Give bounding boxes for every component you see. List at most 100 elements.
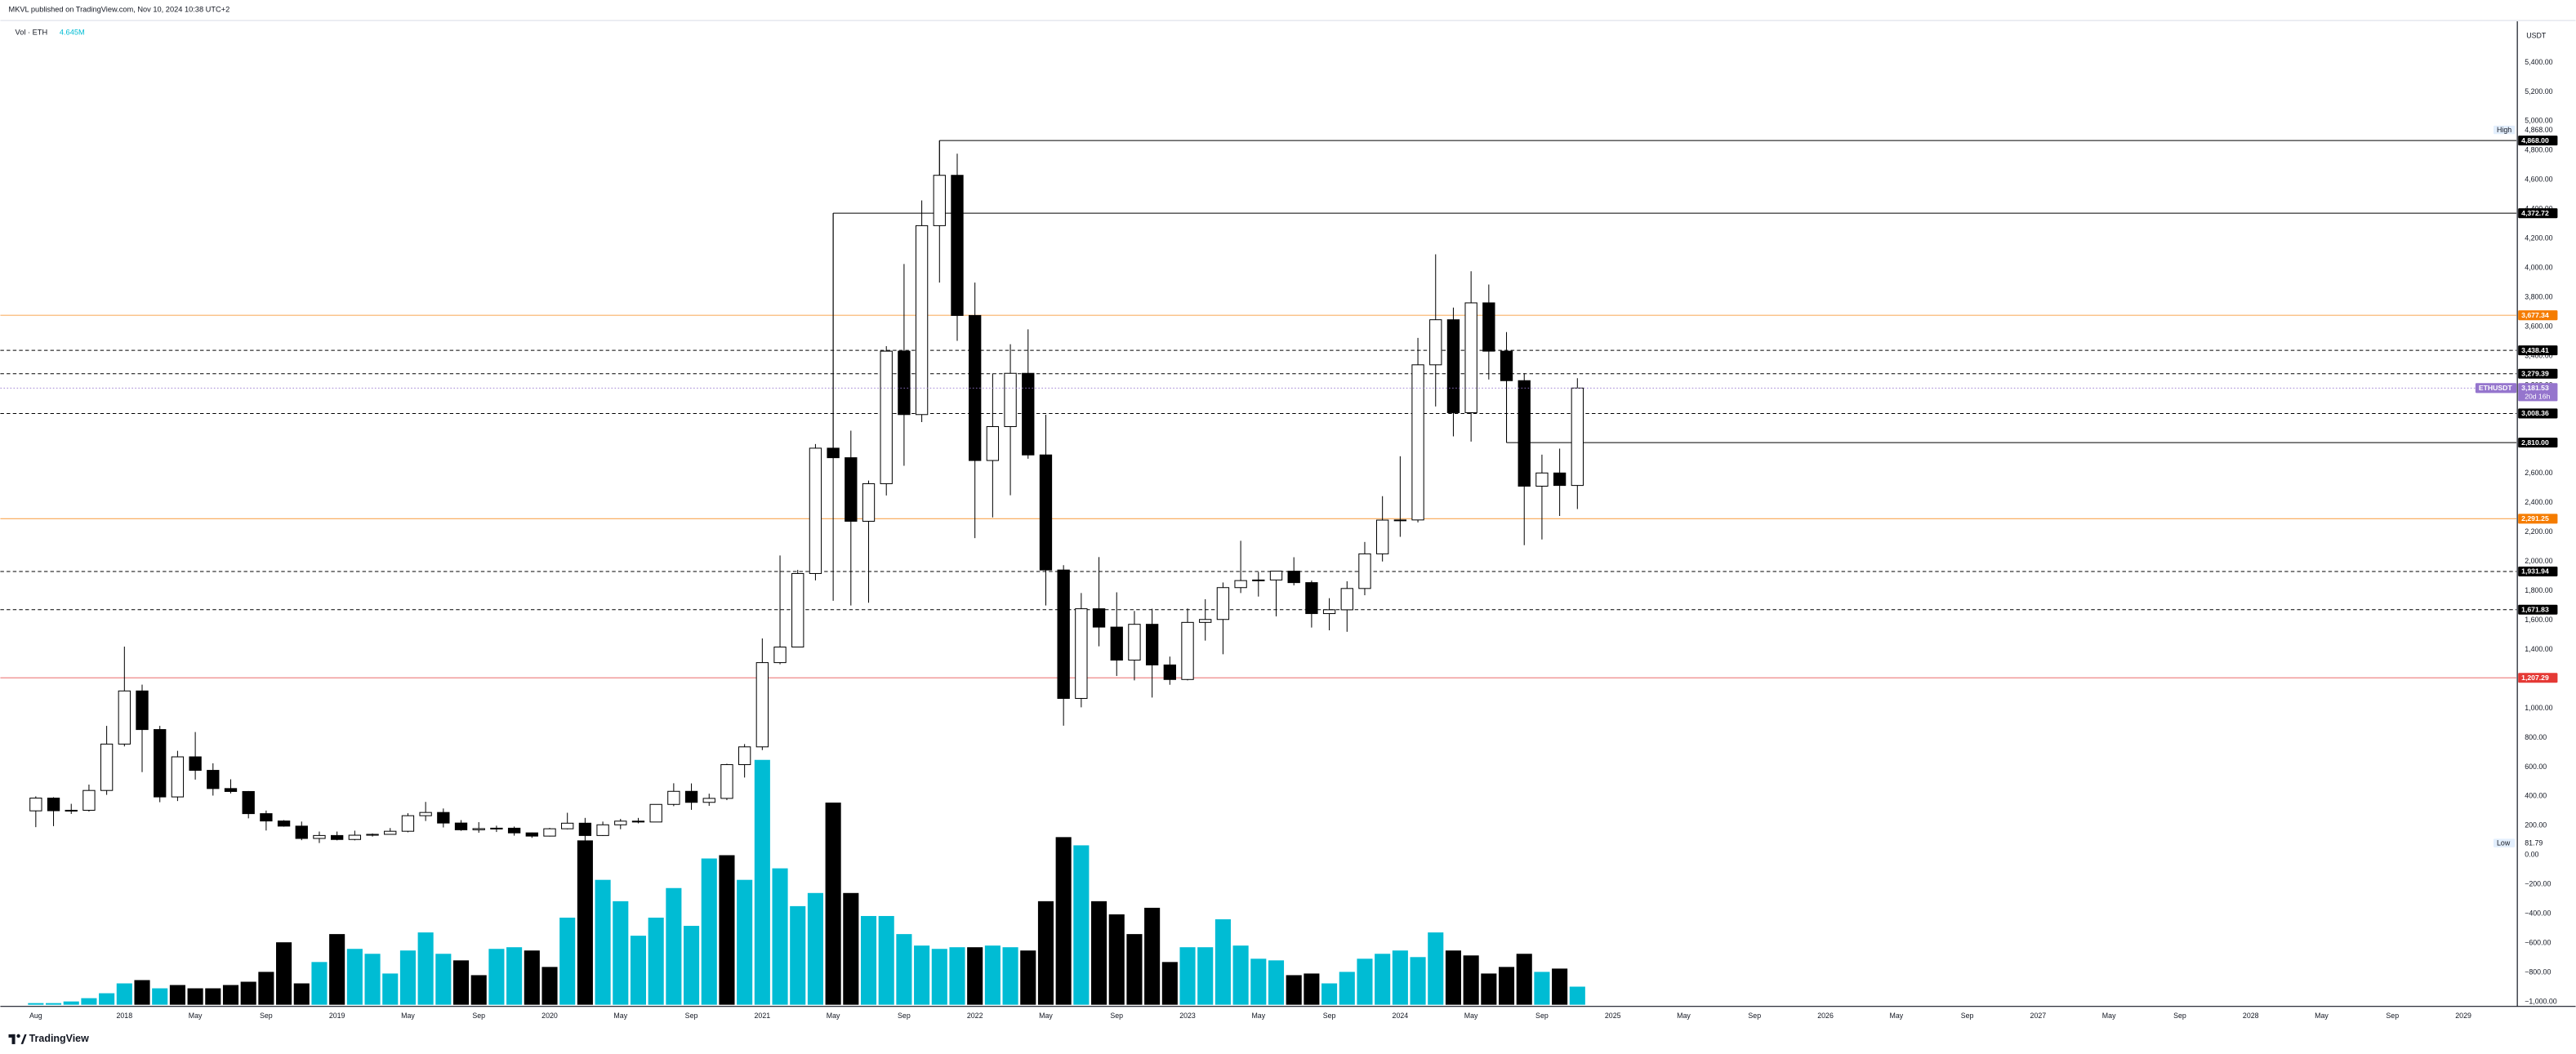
candle-body <box>1518 380 1531 487</box>
y-tick-label: 4,000.00 <box>2525 264 2552 272</box>
volume-bar <box>666 887 682 1005</box>
volume-bar <box>1020 950 1036 1005</box>
level-label-box <box>2518 208 2558 219</box>
y-tick-label: 4,600.00 <box>2525 176 2552 184</box>
volume-bar <box>825 803 841 1005</box>
marker-name-box <box>2494 838 2516 847</box>
volume-bar <box>1055 837 1072 1005</box>
candle-body <box>1535 472 1549 487</box>
x-tick-label: Sep <box>2173 1012 2186 1020</box>
volume-bar <box>28 1003 44 1005</box>
level-label: 1,207.29 <box>2521 674 2549 682</box>
candle-body <box>260 813 273 822</box>
candle-body <box>401 815 415 832</box>
volume-bar <box>45 1003 62 1005</box>
x-tick-label: 2028 <box>2243 1012 2259 1020</box>
candle-body <box>47 798 60 812</box>
x-tick-label: 2025 <box>1605 1012 1621 1020</box>
candle-body <box>631 821 645 823</box>
marker-name: Low <box>2497 838 2511 847</box>
candle-body <box>507 827 521 834</box>
level-label: 3,677.34 <box>2521 311 2549 319</box>
x-tick-label: Sep <box>1748 1012 1761 1020</box>
x-tick-label: Sep <box>260 1012 273 1020</box>
y-tick-label: 400.00 <box>2525 792 2547 800</box>
candle-body <box>1305 582 1318 615</box>
x-tick-label: Sep <box>1535 1012 1549 1020</box>
x-tick-label: May <box>1677 1012 1691 1020</box>
volume-bar <box>1498 967 1515 1005</box>
x-tick-label: 2020 <box>541 1012 558 1020</box>
volume-bar <box>860 915 877 1005</box>
tradingview-logo <box>8 1034 27 1044</box>
volume-bar <box>293 983 310 1005</box>
candle-body <box>1145 624 1159 665</box>
level-label-box <box>2518 136 2558 146</box>
candle-body <box>1411 364 1424 521</box>
volume-bar <box>595 879 611 1005</box>
candle-body <box>490 827 503 829</box>
y-tick-label: 3,600.00 <box>2525 322 2552 330</box>
candle-body <box>313 834 326 839</box>
candle-body <box>29 798 42 812</box>
y-tick-label: 800.00 <box>2525 733 2547 741</box>
candle-body <box>809 447 822 574</box>
volume-bar <box>1144 907 1161 1005</box>
x-tick-label: 2022 <box>967 1012 983 1020</box>
volume-bar <box>452 960 470 1005</box>
candle-body <box>366 834 379 836</box>
y-tick-label: 5,000.00 <box>2525 117 2552 125</box>
volume-bar <box>1321 983 1338 1005</box>
volume-bar <box>1179 947 1196 1005</box>
candle-body <box>1446 319 1460 413</box>
x-tick-label: 2023 <box>1179 1012 1196 1020</box>
level-label: 4,868.00 <box>2521 136 2549 145</box>
level-label-box <box>2518 408 2558 419</box>
level-label: 1,931.94 <box>2521 567 2549 576</box>
volume-bar <box>169 985 185 1005</box>
candle-body <box>773 647 787 664</box>
candle-body <box>951 175 964 316</box>
candle-body <box>880 350 893 484</box>
volume-bar <box>1445 950 1461 1005</box>
level-label: 3,279.39 <box>2521 369 2549 377</box>
x-tick-label: Sep <box>472 1012 485 1020</box>
y-tick-label: 1,000.00 <box>2525 704 2552 712</box>
candle-body <box>561 822 574 829</box>
candle-body <box>915 225 929 416</box>
y-tick-label: 200.00 <box>2525 821 2547 829</box>
candle-body <box>1322 609 1336 615</box>
volume-bar <box>1161 962 1178 1005</box>
candle-body <box>596 824 609 836</box>
level-label-box <box>2518 345 2558 356</box>
candle-body <box>933 175 946 226</box>
x-tick-label: May <box>1464 1012 1478 1020</box>
level-label-box <box>2518 514 2558 524</box>
candle-body <box>82 789 96 811</box>
level-label: 3,008.36 <box>2521 409 2549 417</box>
candle-body <box>614 821 627 825</box>
volume-bar <box>258 972 274 1005</box>
marker-value: 81.79 <box>2525 838 2543 847</box>
attribution: MKVL published on TradingView.com, Nov 1… <box>9 6 230 14</box>
volume-bar <box>81 998 97 1005</box>
volume-bar <box>1126 934 1143 1005</box>
volume-bar <box>807 892 823 1005</box>
candle-body <box>1039 454 1053 571</box>
volume-bar <box>63 1001 79 1005</box>
volume-bar <box>878 915 894 1005</box>
volume-bar <box>399 950 416 1005</box>
volume-bar <box>613 901 629 1005</box>
candle-body <box>118 690 131 745</box>
candle-body <box>1057 569 1070 699</box>
y-tick-label: 1,800.00 <box>2525 586 2552 594</box>
candle-body <box>348 834 362 840</box>
volume-bar <box>1091 901 1108 1005</box>
candle-body <box>277 821 291 827</box>
volume-bar <box>1073 845 1090 1005</box>
candle-body <box>384 830 397 835</box>
marker-name-box <box>2494 125 2516 135</box>
x-tick-label: May <box>1039 1012 1053 1020</box>
x-tick-label: May <box>613 1012 627 1020</box>
x-tick-label: May <box>1251 1012 1265 1020</box>
